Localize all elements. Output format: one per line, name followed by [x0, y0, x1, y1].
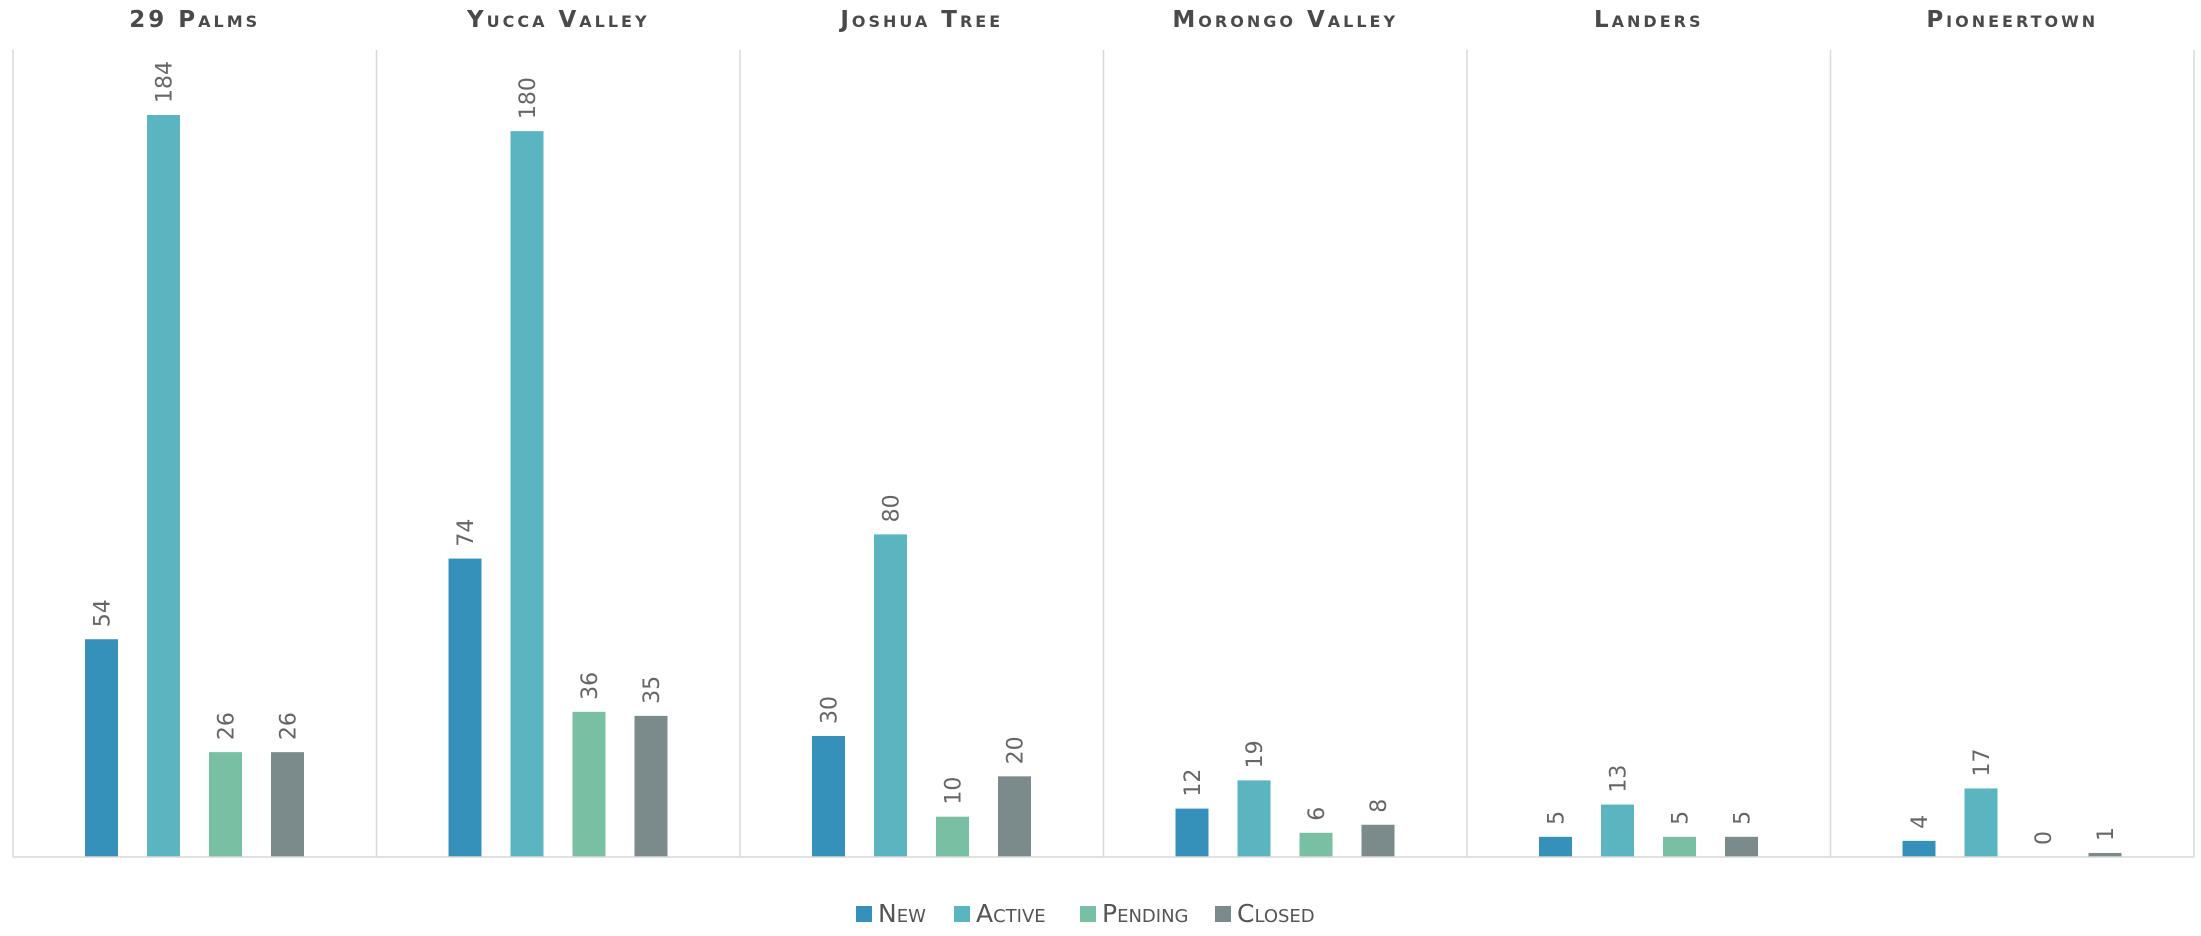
panel-titles: 29 Palms Yucca Valley Joshua Tree Morongo V…	[129, 7, 2098, 33]
data-label: 30	[818, 696, 843, 724]
bar-active	[1964, 788, 1998, 857]
data-label: 5	[1669, 811, 1694, 825]
legend-swatch	[954, 906, 970, 922]
bar-new	[812, 736, 845, 857]
panel-title: Joshua Tree	[838, 7, 1003, 33]
bars	[85, 115, 2122, 857]
bar-active	[1601, 804, 1634, 857]
bar-active	[874, 534, 907, 857]
bar-active	[1237, 780, 1271, 857]
legend-swatch	[1215, 906, 1231, 922]
data-label: 5	[1731, 811, 1756, 825]
bar-new	[1175, 808, 1209, 857]
panel-dividers	[12, 50, 2195, 857]
bar-closed	[2088, 852, 2122, 857]
data-label: 54	[91, 599, 116, 627]
data-label: 4	[1908, 815, 1933, 829]
data-label: 184	[153, 61, 178, 103]
panel-title: Morongo Valley	[1172, 7, 1398, 33]
data-label: 0	[2032, 831, 2057, 845]
panel-title: 29 Palms	[129, 7, 260, 33]
legend-swatch	[856, 906, 872, 922]
legend-label: Closed	[1237, 899, 1315, 928]
bar-closed	[998, 776, 1031, 857]
data-label: 26	[215, 712, 240, 740]
bar-new	[85, 639, 118, 857]
bar-closed	[1725, 836, 1758, 857]
bar-closed	[634, 715, 668, 857]
data-label: 1	[2094, 827, 2119, 841]
data-label: 5	[1545, 811, 1570, 825]
panel-title: Landers	[1594, 7, 1703, 33]
bar-pending	[1299, 832, 1333, 857]
panel-title: Pioneertown	[1926, 7, 2098, 33]
data-label: 36	[578, 672, 603, 700]
bar-new	[448, 558, 482, 857]
data-label: 13	[1607, 765, 1632, 793]
bar-closed	[1361, 824, 1395, 857]
data-label: 8	[1367, 799, 1392, 813]
bar-pending	[209, 752, 242, 857]
bar-new	[1902, 840, 1936, 857]
legend-label: Pending	[1102, 899, 1189, 928]
data-label: 10	[942, 777, 967, 805]
legend-swatch	[1080, 906, 1096, 922]
legend: New Active Pending Closed	[856, 899, 1315, 928]
bar-active	[147, 115, 180, 857]
data-label: 80	[880, 494, 905, 522]
bar-pending	[936, 816, 969, 857]
bar-pending	[572, 711, 606, 857]
data-label: 19	[1243, 740, 1268, 768]
data-label: 180	[516, 77, 541, 119]
data-label: 20	[1004, 736, 1029, 764]
data-label: 74	[454, 519, 479, 547]
bar-pending	[1663, 836, 1696, 857]
data-label: 17	[1970, 748, 1995, 776]
bar-active	[510, 131, 544, 857]
data-label: 12	[1181, 769, 1206, 797]
data-label: 35	[640, 676, 665, 704]
legend-label: New	[878, 899, 926, 928]
bar-new	[1539, 836, 1572, 857]
data-label: 26	[277, 712, 302, 740]
panel-title: Yucca Valley	[466, 7, 650, 33]
bar-closed	[271, 752, 304, 857]
data-label: 6	[1305, 807, 1330, 821]
legend-label: Active	[976, 899, 1046, 928]
